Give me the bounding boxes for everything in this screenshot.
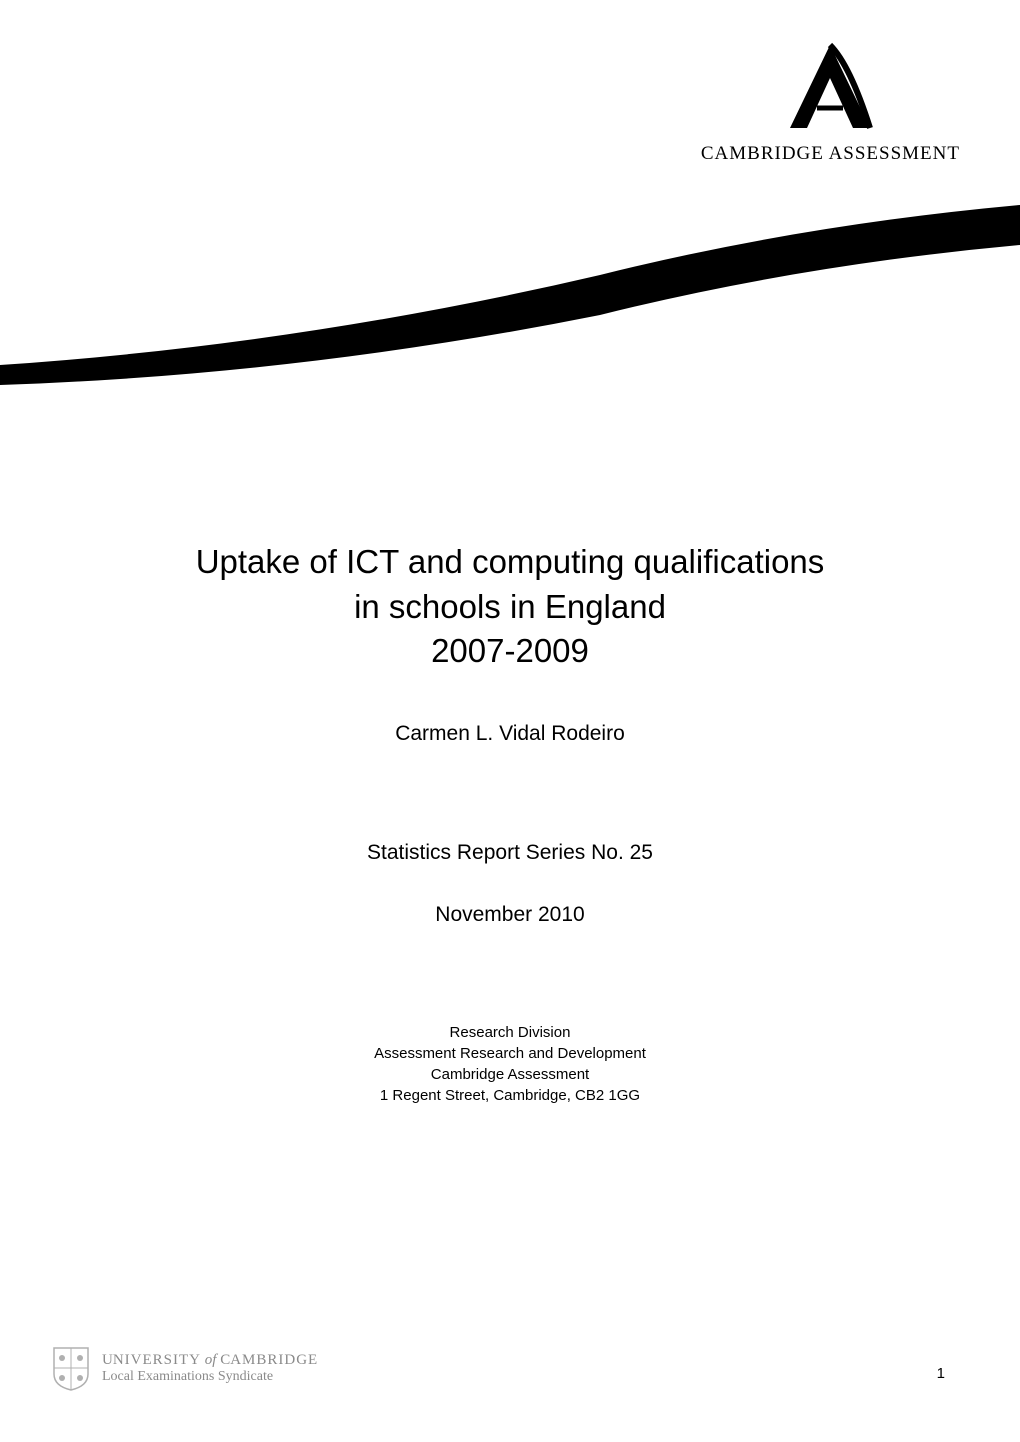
shield-icon — [50, 1344, 92, 1392]
author-name: Carmen L. Vidal Rodeiro — [0, 722, 1020, 746]
brand-logo-icon — [775, 40, 885, 135]
title-line-1: Uptake of ICT and computing qualificatio… — [196, 543, 825, 580]
title-line-2: in schools in England — [354, 588, 666, 625]
publication-date: November 2010 — [0, 903, 1020, 927]
footer-university-line: UNIVERSITY of CAMBRIDGE — [102, 1351, 318, 1369]
address-line-2: Assessment Research and Development — [374, 1045, 646, 1062]
address-block: Research Division Assessment Research an… — [0, 1022, 1020, 1106]
title-section: Uptake of ICT and computing qualificatio… — [0, 540, 1020, 1106]
footer-syndicate-line: Local Examinations Syndicate — [102, 1369, 318, 1386]
brand-logo-text: CAMBRIDGE ASSESSMENT — [701, 143, 960, 165]
page-number: 1 — [937, 1365, 945, 1382]
footer-logo: UNIVERSITY of CAMBRIDGE Local Examinatio… — [50, 1344, 318, 1392]
series-label: Statistics Report Series No. 25 — [0, 841, 1020, 865]
document-title: Uptake of ICT and computing qualificatio… — [0, 540, 1020, 674]
brand-logo-container: CAMBRIDGE ASSESSMENT — [701, 40, 960, 165]
address-line-3: Cambridge Assessment — [431, 1066, 589, 1083]
decorative-swoosh — [0, 205, 1020, 385]
address-line-1: Research Division — [450, 1024, 571, 1041]
footer-text: UNIVERSITY of CAMBRIDGE Local Examinatio… — [102, 1351, 318, 1386]
title-line-3: 2007-2009 — [431, 632, 589, 669]
address-line-4: 1 Regent Street, Cambridge, CB2 1GG — [380, 1087, 640, 1104]
